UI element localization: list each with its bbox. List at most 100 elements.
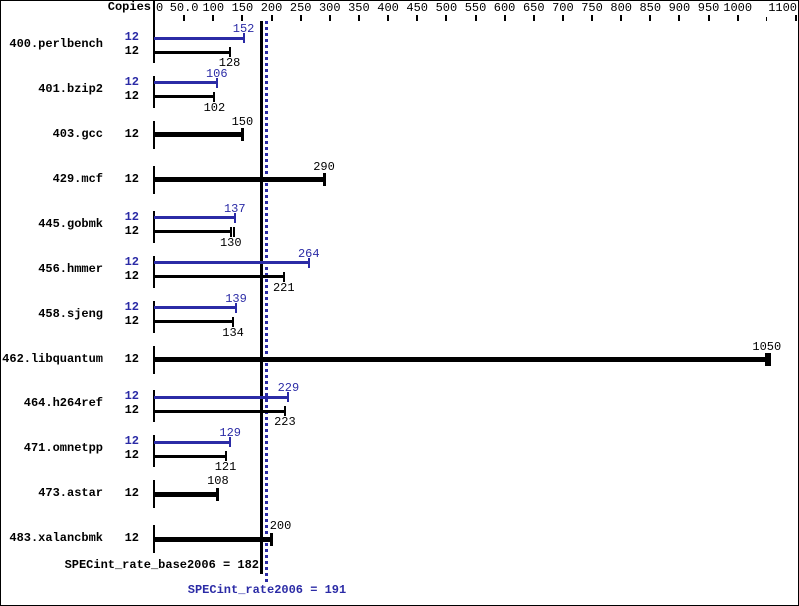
base-value-label: 134: [222, 325, 244, 340]
copies-value: 12: [124, 351, 139, 366]
peak-bar: [154, 81, 217, 85]
benchmark-label: 471.omnetpp: [23, 441, 103, 456]
peak-bar: [154, 306, 236, 310]
axis-tick-label: 650: [522, 1, 545, 15]
peak-bar: [154, 440, 231, 444]
base-value-label: 221: [272, 280, 295, 295]
axis-tick: [328, 15, 331, 21]
base-bar-end-cap: [240, 128, 244, 142]
peak-bar-end-cap: [242, 33, 245, 43]
axis-tick: [241, 15, 244, 21]
base-bar-end-cap: [232, 316, 235, 327]
benchmark-label: 445.gobmk: [38, 216, 103, 231]
axis-tick-label: 800: [610, 1, 632, 15]
group-spine: [153, 390, 155, 423]
base-bar-end-cap: [765, 353, 769, 366]
axis-tick: [707, 15, 710, 21]
axis-tick-label: 850: [639, 1, 662, 15]
base-value-label: 290: [313, 159, 335, 174]
reference-line-peak: [264, 21, 268, 584]
group-spine: [153, 210, 155, 243]
copies-value: 12: [124, 171, 139, 186]
base-value-label: 223: [274, 415, 296, 430]
peak-bar-end-cap: [233, 212, 236, 223]
benchmark-label: 456.hmmer: [38, 261, 103, 276]
peak-value-label: 264: [297, 246, 320, 261]
axis-tick: [678, 15, 681, 21]
axis-tick: [795, 15, 797, 21]
peak-bar-end-cap: [215, 77, 218, 88]
axis-tick-label: 350: [348, 1, 370, 15]
axis-tick-label: 1000: [723, 1, 753, 15]
copies-value: 12: [124, 30, 139, 44]
copies-value: 12: [124, 434, 139, 449]
axis-minor-tick: [766, 17, 768, 21]
base-value-label: 150: [231, 114, 254, 129]
group-spine: [153, 300, 155, 333]
peak-value-label: 129: [219, 426, 241, 441]
benchmark-label: 429.mcf: [52, 171, 103, 186]
copies-value: 12: [124, 254, 139, 269]
axis-tick-label: 400: [377, 1, 399, 15]
axis-tick: [183, 15, 186, 21]
peak-summary-label: SPECint_rate2006 = 191: [187, 583, 347, 597]
copies-value: 12: [124, 448, 139, 463]
base-bar-end-cap: [283, 406, 286, 417]
axis-tick: [387, 15, 390, 21]
axis-tick-label: 300: [318, 1, 341, 15]
base-bar-second-cap: [768, 353, 772, 366]
base-summary-label: SPECint_rate_base2006 = 182: [64, 558, 259, 572]
peak-bar-end-cap: [307, 257, 310, 268]
axis-tick-label: 550: [464, 1, 487, 15]
axis-tick-label: 100: [202, 1, 225, 15]
copies-value: 12: [124, 403, 139, 418]
axis-tick-label: 1100: [768, 1, 797, 15]
benchmark-label: 462.libquantum: [2, 351, 103, 366]
peak-value-label: 139: [225, 291, 247, 306]
base-bar-end-cap: [282, 271, 285, 282]
group-spine: [153, 31, 155, 63]
benchmark-label: 483.xalancbmk: [9, 531, 103, 546]
base-bar: [154, 357, 767, 362]
copies-value: 12: [124, 313, 139, 328]
copies-value: 12: [124, 44, 139, 58]
base-bar-end-cap: [228, 47, 231, 57]
group-spine: [153, 435, 155, 468]
base-bar-end-cap: [270, 532, 273, 546]
base-value-label: 1050: [752, 339, 782, 354]
axis-tick: [212, 15, 215, 21]
copies-value: 12: [124, 268, 139, 283]
axis-tick-label: 450: [406, 1, 428, 15]
group-spine: [153, 75, 155, 108]
axis-tick: [357, 15, 360, 21]
benchmark-label: 464.h264ref: [23, 396, 103, 411]
axis-tick: [561, 15, 564, 21]
base-bar: [154, 50, 230, 54]
group-spine: [153, 255, 155, 288]
base-bar-end-cap: [216, 487, 220, 501]
axis-tick: [591, 15, 593, 21]
axis-tick: [532, 15, 535, 21]
base-value-label: 130: [219, 235, 242, 250]
axis-tick: [270, 15, 273, 21]
axis-tick-label: 150: [231, 1, 254, 15]
axis-tick-label: 750: [581, 1, 603, 15]
copies-value: 12: [124, 74, 139, 89]
base-bar: [154, 275, 284, 279]
benchmark-label: 473.astar: [38, 486, 103, 501]
base-bar: [154, 454, 226, 458]
axis-tick-label: 700: [552, 1, 574, 15]
benchmark-label: 400.perlbench: [9, 37, 103, 51]
axis-tick-label: 900: [668, 1, 691, 15]
peak-bar-end-cap: [287, 392, 290, 403]
axis-tick-label: 0: [156, 1, 164, 15]
base-bar: [154, 536, 272, 542]
axis-tick: [299, 15, 302, 21]
copies-value: 12: [124, 486, 139, 501]
copies-value: 12: [124, 88, 139, 103]
axis-tick-label: 250: [289, 1, 312, 15]
axis-tick: [620, 15, 623, 21]
copies-value: 12: [124, 223, 139, 238]
base-bar: [154, 320, 234, 324]
